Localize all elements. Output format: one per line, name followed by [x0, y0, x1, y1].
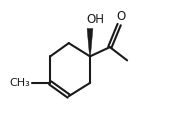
Polygon shape	[87, 29, 93, 56]
Text: OH: OH	[86, 13, 104, 26]
Text: O: O	[116, 10, 125, 23]
Text: CH₃: CH₃	[10, 78, 30, 88]
